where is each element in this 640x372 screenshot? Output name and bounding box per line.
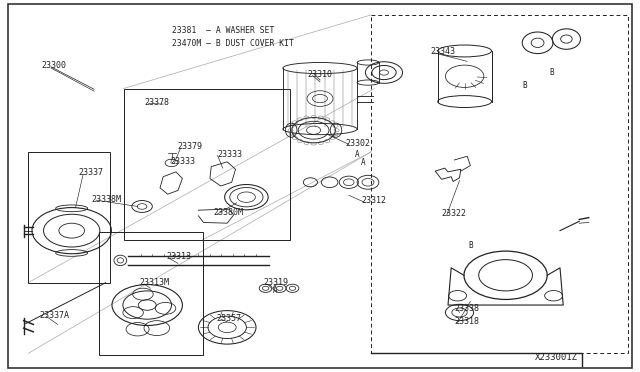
Text: 23319: 23319 [264, 278, 289, 287]
Text: 23338: 23338 [454, 304, 479, 312]
Text: 23318: 23318 [454, 317, 479, 326]
Text: 23470M — B DUST COVER KIT: 23470M — B DUST COVER KIT [172, 39, 293, 48]
Text: X233001Z: X233001Z [535, 353, 579, 362]
Text: 23338M: 23338M [92, 195, 122, 203]
Text: 23313: 23313 [166, 252, 191, 261]
Text: 23337: 23337 [78, 169, 103, 177]
Text: 23380M: 23380M [213, 208, 243, 217]
Text: A: A [355, 150, 360, 159]
Text: 23378: 23378 [144, 98, 169, 107]
Text: A: A [273, 286, 278, 295]
Text: 23381  — A WASHER SET: 23381 — A WASHER SET [172, 26, 274, 35]
Text: 23343: 23343 [430, 47, 455, 56]
Text: 23312: 23312 [362, 196, 387, 205]
Text: 23302: 23302 [346, 139, 371, 148]
Text: 23337A: 23337A [40, 311, 70, 320]
Text: B: B [549, 68, 554, 77]
Text: A: A [361, 158, 366, 167]
Text: 23357: 23357 [216, 314, 241, 323]
Text: 23313M: 23313M [140, 278, 170, 287]
Text: 23300: 23300 [42, 61, 67, 70]
Text: 23333: 23333 [218, 150, 243, 159]
Bar [99, 232, 203, 355]
Text: 23322: 23322 [442, 209, 467, 218]
Text: B: B [522, 81, 527, 90]
Bar [124, 89, 290, 240]
Text: 23379: 23379 [178, 142, 203, 151]
Text: 23333: 23333 [171, 157, 196, 166]
Text: 23310: 23310 [307, 70, 332, 79]
Text: B: B [468, 241, 473, 250]
Bar [371, 15, 628, 353]
Bar [28, 152, 110, 283]
